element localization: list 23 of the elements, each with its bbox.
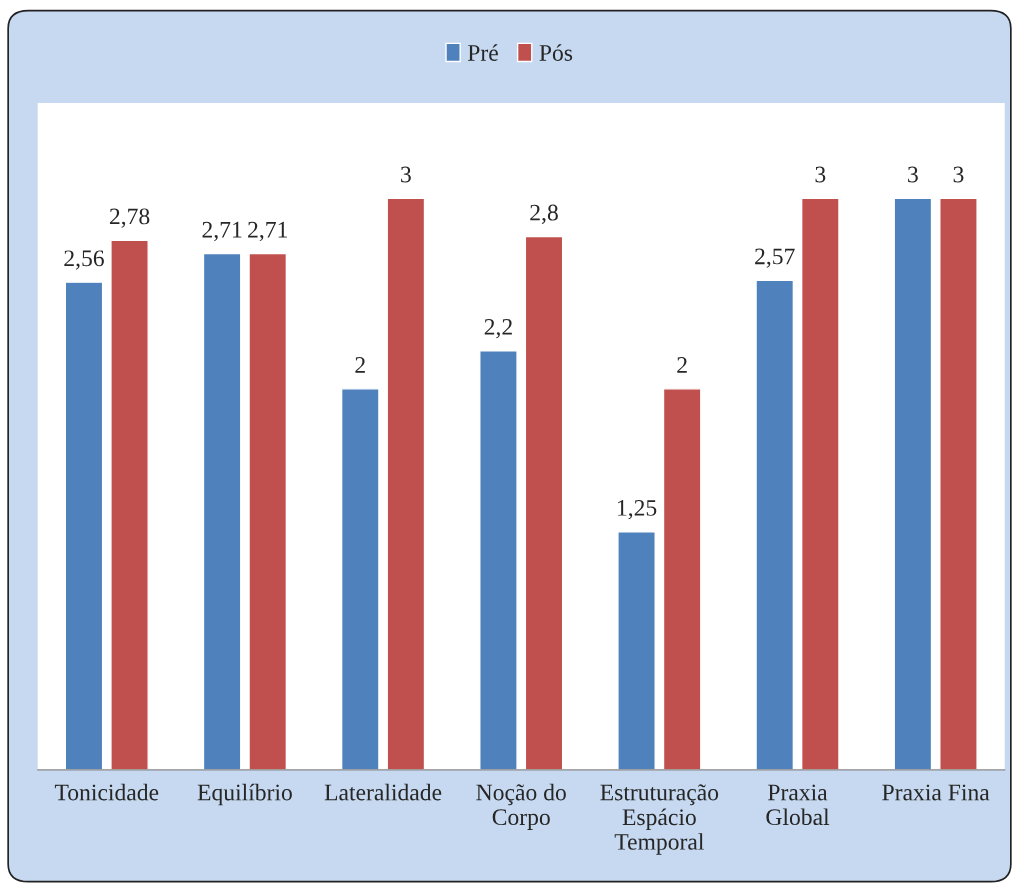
- data-label: 2,78: [109, 208, 150, 228]
- data-label: 2: [355, 357, 365, 373]
- data-label: 2,71: [202, 221, 242, 242]
- data-label: 2,8: [530, 204, 558, 224]
- x-tick-label: Praxia Global: [766, 784, 830, 826]
- x-tick-label: Noção do Corpo: [476, 783, 566, 830]
- x-tick-label: Praxia Fina: [882, 784, 990, 801]
- data-label: 2,71: [248, 221, 287, 242]
- data-label: 3: [815, 166, 826, 183]
- data-label: 2: [677, 357, 687, 373]
- legend-label: Pré: [467, 44, 498, 61]
- legend-label: Pós: [539, 44, 573, 61]
- data-label: 2,57: [755, 248, 795, 268]
- data-label: 2,2: [484, 318, 512, 339]
- data-label: 1,25: [617, 499, 657, 520]
- data-label: 3: [953, 166, 964, 183]
- data-label: 3: [908, 166, 918, 183]
- x-tick-label: Equilíbrio: [197, 783, 292, 806]
- x-tick-label: Estruturação Espácio Temporal: [600, 784, 719, 855]
- x-tick-label: Tonicidade: [54, 783, 159, 801]
- data-label: 2,56: [64, 250, 104, 270]
- data-label: 3: [401, 166, 411, 183]
- x-tick-label: Lateralidade: [324, 783, 442, 801]
